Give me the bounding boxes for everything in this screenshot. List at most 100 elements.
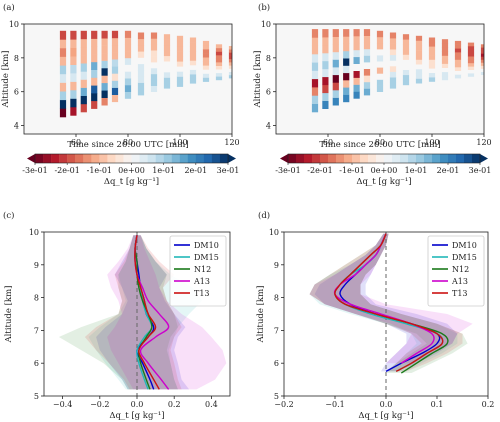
heatmap-cell [402,69,410,76]
heatmap-cell [322,37,329,46]
heatmap-cell [415,59,423,65]
heatmap-cell [101,75,108,84]
panel-label-b: (b) [258,2,270,13]
heatmap-cell [402,79,410,86]
heatmap-cell [389,54,397,61]
colorbar-tick-label: 0e+00 [118,166,145,175]
heatmap-cell [163,34,171,40]
colorbar-tick-label: 2e-01 [184,166,207,175]
heatmap-cell [441,67,449,73]
heatmap-cell [111,80,119,88]
colorbar-tick-label: -2e-01 [307,166,332,175]
colorbar-segment [424,154,433,163]
colorbar-segment [320,154,329,163]
heatmap-cell [322,100,329,109]
heatmap-cell [59,56,67,66]
heatmap-cell [137,45,145,52]
heatmap-cell [389,60,397,67]
heatmap-cell [428,37,436,43]
heatmap-cell [389,77,397,83]
heatmap-cell [215,72,223,77]
heatmap-cell [480,65,484,69]
x-tick-label: −0.2 [274,400,293,409]
heatmap-cell [428,68,436,73]
heatmap-cell [363,75,371,83]
colorbar-segment [336,154,345,163]
heatmap-cell [454,48,462,53]
heatmap-cell [176,51,184,57]
y-tick-label: 4 [14,122,19,131]
heatmap-cell [91,46,98,55]
heatmap-cell [202,40,210,46]
legend-box [427,235,485,307]
heatmap-cell [441,75,449,81]
colorbar-segment [59,154,68,163]
x-axis-label-d: Δq_t [g kg⁻¹] [358,411,413,421]
colorbar-segment [91,154,100,163]
series-line [334,233,444,373]
heatmap-cell [415,50,423,56]
heatmap-cell [228,55,232,60]
heatmap-cell [332,36,339,45]
panel-label-c: (c) [3,210,14,221]
heatmap-cell [150,73,158,81]
heatmap-cell [332,90,339,98]
heatmap-cell [467,49,475,54]
heatmap-cell [101,82,108,91]
heatmap-cell [415,73,423,79]
x-tick-label: 80 [123,138,133,147]
heatmap-cell [163,61,171,67]
heatmap-cell [332,29,339,37]
heatmap-cell [322,52,329,62]
heatmap-cell [124,37,132,45]
colorbars: -3e-01 -2e-01 -1e-01 0e+00 1e-01 2e-01 3e-01 Δq… [22,153,491,187]
heatmap-cell [228,71,232,76]
heatmap-cell [215,47,223,52]
colorbar-label: Δq_t [g kg⁻¹] [104,177,159,187]
heatmap-cell [189,42,197,47]
x-tick-label: 0.2 [168,400,181,409]
heatmap-cell [402,49,410,55]
heatmap-cell [480,50,484,54]
heatmap-cell [202,45,210,50]
heatmap-cell [376,61,384,68]
colorbar-segment [472,154,481,163]
heatmap-cell [480,44,484,48]
heatmap-cell [353,77,360,85]
uncertainty-band [309,233,468,373]
x-axis-label-c: Δq_t [g kg⁻¹] [109,411,164,421]
heatmap-cell [176,71,184,77]
heatmap-cell [353,56,360,64]
colorbar-segment [360,154,369,163]
x-tick-label: 60 [323,138,333,147]
legend-box [169,235,227,307]
y-tick-label: 5 [34,392,39,401]
colorbar-tick-label: -1e-01 [339,166,364,175]
heatmap-cell [215,62,223,66]
heatmap-cell [163,77,171,84]
heatmap-cell [111,45,119,53]
heatmap-cell [91,30,98,39]
heatmap-cell [176,66,184,72]
heatmap-cell [101,60,108,69]
heatmap-cell [124,57,132,65]
colorbar-tick-label: -3e-01 [275,166,300,175]
heatmap-cell [454,44,462,49]
heatmap-cell [91,54,98,63]
heatmap-cell [150,38,158,45]
heatmap-cell [111,30,119,39]
heatmap-cell [322,92,329,101]
heatmap-cell [163,50,171,57]
y-tick-label: 10 [261,20,271,29]
colorbar-tick-label: 1e-01 [405,166,428,175]
heatmap-cell [402,59,410,65]
heatmap-cell [389,43,397,50]
heatmap-cell [59,48,67,57]
y-tick-label: 6 [266,88,271,97]
heatmap-cell [322,60,329,70]
heatmap-cell [101,68,108,76]
heatmap-cell [322,84,329,94]
colorbar-segment [296,154,305,163]
heatmap-panel-a: 60 80 100 120 4 6 8 10 Time since 20:00 UTC [mi… [1,20,240,150]
